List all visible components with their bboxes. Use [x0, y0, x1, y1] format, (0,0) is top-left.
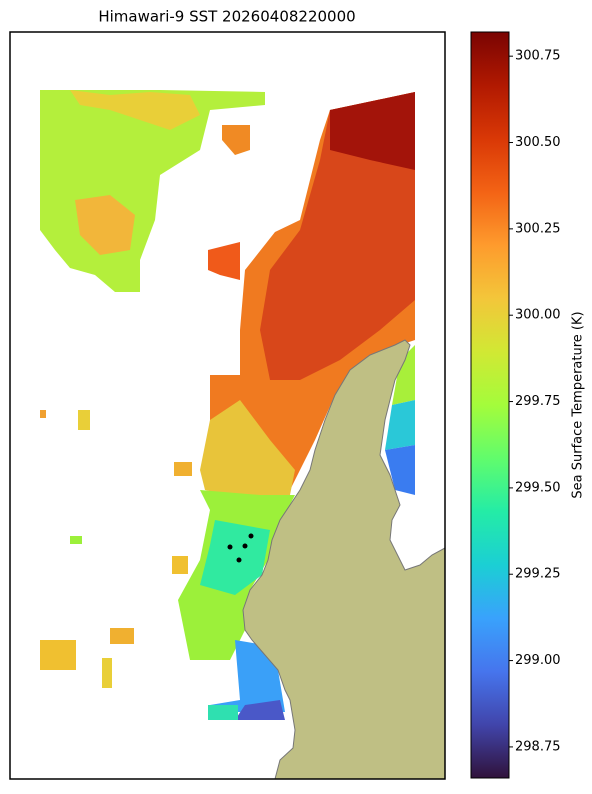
sst-patch — [174, 462, 192, 476]
land — [242, 339, 445, 779]
colorbar-tick-label: 300.00 — [515, 308, 561, 323]
sst-patch — [330, 92, 415, 170]
sst-patch — [78, 410, 90, 430]
sst-patch — [235, 700, 285, 720]
colorbar-tick-label: 300.75 — [515, 49, 561, 64]
sst-patch — [200, 520, 270, 595]
sst-patch — [392, 345, 415, 405]
station-dot — [248, 533, 254, 539]
sst-patch — [40, 640, 76, 670]
sst-patch — [75, 195, 135, 255]
colorbar — [470, 31, 510, 779]
sst-patch — [210, 640, 285, 712]
colorbar-label: Sea Surface Temperature (K) — [571, 311, 586, 498]
sst-patch — [102, 658, 112, 688]
sst-patch — [70, 536, 82, 544]
sst-patch — [260, 92, 415, 380]
sst-patch — [70, 90, 200, 130]
sst-patch — [222, 125, 250, 155]
map-title: Himawari-9 SST 20260408220000 — [98, 8, 355, 26]
sst-patch — [110, 628, 134, 644]
station-dot — [236, 557, 242, 563]
sst-patch — [208, 242, 240, 280]
colorbar-tick-label: 300.25 — [515, 221, 561, 236]
sst-patch — [208, 705, 238, 720]
colorbar-tick-label: 300.50 — [515, 135, 561, 150]
colorbar-tick-label: 299.75 — [515, 394, 561, 409]
colorbar-tick-label: 299.50 — [515, 480, 561, 495]
sst-patch — [172, 556, 188, 574]
colorbar-tick-label: 299.00 — [515, 653, 561, 668]
sst-patch — [200, 400, 295, 500]
sst-patch — [40, 410, 46, 418]
map-frame — [9, 31, 446, 780]
sst-patch — [385, 445, 415, 495]
sst-patch — [385, 400, 415, 450]
colorbar-tick-label: 299.25 — [515, 567, 561, 582]
station-dot — [242, 543, 248, 549]
station-dot — [227, 544, 233, 550]
map-field — [40, 90, 445, 779]
colorbar-tick-label: 298.75 — [515, 739, 561, 754]
